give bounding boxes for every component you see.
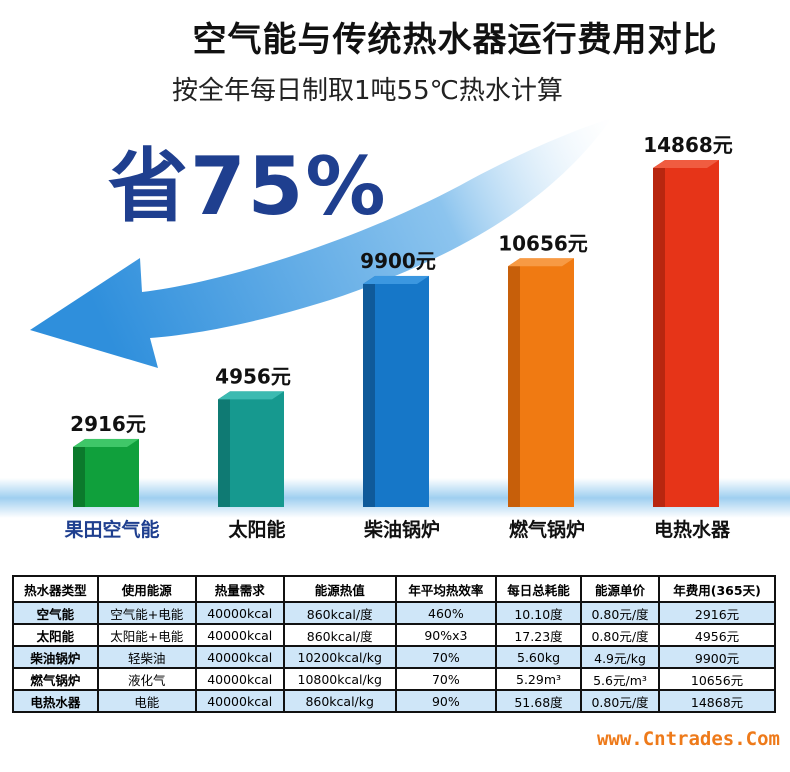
table-cell: 电热水器 [12, 689, 99, 713]
bar-top [363, 275, 429, 284]
table-header: 热水器类型 [12, 575, 99, 603]
category-label: 太阳能 [228, 518, 285, 541]
title-text: 空气能与传统热水器运行费用对比 [192, 20, 718, 60]
bar-top [653, 160, 719, 168]
bar-front [375, 275, 429, 507]
bar-front [85, 438, 139, 507]
bar [218, 391, 284, 507]
table-cell: 70% [394, 667, 498, 691]
bar-side [218, 391, 230, 507]
table-cell: 5.60kg [495, 645, 582, 669]
bar-top [508, 258, 574, 267]
table-cell: 860kcal/度 [282, 623, 397, 647]
table-cell: 70% [394, 645, 498, 669]
table-row: 电热水器 电能 40000kcal 860kcal/kg 90% 51.68度 0.80元/… [12, 689, 776, 713]
bar-chart: 2916元 4956元 9900元 10656元 14868元 果田空气能 太阳能 柴油锅炉… [0, 118, 790, 541]
data-label: 14868元 [643, 133, 733, 157]
bar [363, 275, 429, 507]
table-cell: 2916元 [658, 601, 776, 625]
table-cell: 10200kcal/kg [282, 645, 397, 669]
table-row: 柴油锅炉 轻柴油 40000kcal 10200kcal/kg 70% 5.60kg 4.9… [12, 645, 776, 669]
bars-group [73, 160, 719, 507]
table-cell: 90% [394, 689, 498, 713]
table-header: 能源热值 [282, 575, 397, 603]
page-title: 空气能与传统热水器运行费用对比 [0, 12, 790, 61]
table-cell: 太阳能+电能 [96, 623, 197, 647]
table-cell: 燃气锅炉 [12, 667, 99, 691]
table-cell: 9900元 [658, 645, 776, 669]
table-row: 空气能 空气能+电能 40000kcal 860kcal/度 460% 10.10度 0.8… [12, 601, 776, 625]
category-label: 果田空气能 [63, 518, 159, 541]
table-cell: 40000kcal [194, 689, 285, 713]
table-cell: 460% [394, 601, 498, 625]
table-cell: 5.29m³ [495, 667, 582, 691]
table-body: 空气能 空气能+电能 40000kcal 860kcal/度 460% 10.10度 0.8… [12, 601, 776, 713]
data-labels-group: 2916元 4956元 9900元 10656元 14868元 [70, 133, 733, 436]
comparison-table: 热水器类型 使用能源 热量需求 能源热值 年平均热效率 每日总耗能 能源单价 年… [12, 575, 776, 713]
data-label: 9900元 [360, 249, 436, 273]
table-cell: 860kcal/kg [282, 689, 397, 713]
bar-front [520, 258, 574, 507]
category-label: 电热水器 [654, 518, 731, 541]
bar-side [508, 258, 520, 507]
table-cell: 4956元 [658, 623, 776, 647]
data-label: 10656元 [498, 231, 588, 255]
bar [508, 258, 574, 507]
table-header: 使用能源 [96, 575, 197, 603]
bar-top [73, 438, 139, 447]
table-cell: 40000kcal [194, 623, 285, 647]
table-row: 燃气锅炉 液化气 40000kcal 10800kcal/kg 70% 5.29m³ 5.6… [12, 667, 776, 691]
table-cell: 17.23度 [495, 623, 582, 647]
bar [653, 160, 719, 507]
page-subtitle: 按全年每日制取1吨55℃热水计算 [172, 76, 563, 106]
table-cell: 40000kcal [194, 645, 285, 669]
data-label: 4956元 [215, 364, 291, 388]
saving-annotation: 省75% [108, 140, 388, 233]
saving-arrow [30, 118, 612, 368]
table-cell: 10656元 [658, 667, 776, 691]
watermark: www.Cntrades.Com [596, 728, 780, 750]
table-cell: 14868元 [658, 689, 776, 713]
table-cell: 空气能+电能 [96, 601, 197, 625]
category-label: 燃气锅炉 [509, 518, 585, 541]
bar-side [363, 275, 375, 507]
table-cell: 太阳能 [12, 623, 99, 647]
table-cell: 空气能 [12, 601, 99, 625]
category-labels-group: 果田空气能 太阳能 柴油锅炉 燃气锅炉 电热水器 [63, 518, 731, 541]
table-cell: 0.80元/度 [579, 623, 661, 647]
table-cell: 860kcal/度 [282, 601, 397, 625]
bar [73, 438, 139, 507]
table-cell: 柴油锅炉 [12, 645, 99, 669]
table-cell: 40000kcal [194, 601, 285, 625]
bar-side [73, 438, 85, 507]
category-label: 柴油锅炉 [363, 518, 440, 541]
table-cell: 0.80元/度 [579, 689, 661, 713]
table-cell: 轻柴油 [96, 645, 197, 669]
table-header-row: 热水器类型 使用能源 热量需求 能源热值 年平均热效率 每日总耗能 能源单价 年… [12, 575, 776, 603]
table-header: 每日总耗能 [495, 575, 582, 603]
bar-top [218, 391, 284, 400]
table-cell: 40000kcal [194, 667, 285, 691]
bar-front [665, 160, 719, 507]
table-cell: 4.9元/kg [579, 645, 661, 669]
table-cell: 10800kcal/kg [282, 667, 397, 691]
table-cell: 液化气 [96, 667, 197, 691]
table-header: 热量需求 [194, 575, 285, 603]
table-cell: 51.68度 [495, 689, 582, 713]
table-header: 能源单价 [579, 575, 661, 603]
table-cell: 0.80元/度 [579, 601, 661, 625]
table-cell: 90%x3 [394, 623, 498, 647]
table-row: 太阳能 太阳能+电能 40000kcal 860kcal/度 90%x3 17.23度 0.… [12, 623, 776, 647]
table-header: 年平均热效率 [394, 575, 498, 603]
table-cell: 5.6元/m³ [579, 667, 661, 691]
bar-front [230, 391, 284, 507]
table-cell: 电能 [96, 689, 197, 713]
data-label: 2916元 [70, 412, 146, 436]
table-cell: 10.10度 [495, 601, 582, 625]
table-header: 年费用(365天) [658, 575, 776, 603]
bar-side [653, 160, 665, 507]
